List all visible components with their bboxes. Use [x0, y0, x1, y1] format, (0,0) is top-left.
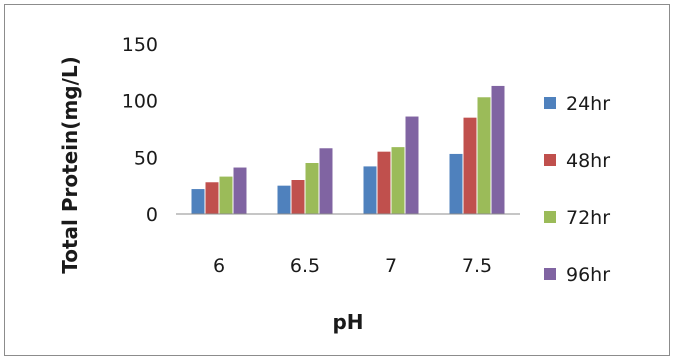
y-tick-label: 50 — [134, 147, 158, 169]
legend-label: 48hr — [566, 150, 610, 172]
x-tick-label: 7 — [385, 255, 397, 277]
legend-swatch-48hr — [544, 154, 556, 166]
legend-swatch-72hr — [544, 211, 556, 223]
bar-24hr-6.5 — [277, 185, 291, 214]
bar-96hr-7.5 — [491, 85, 505, 214]
chart-frame — [4, 4, 670, 356]
bar-24hr-7 — [363, 166, 377, 214]
legend-swatch-24hr — [544, 97, 556, 109]
bar-48hr-6 — [205, 182, 219, 214]
legend-label: 96hr — [566, 264, 610, 286]
bar-24hr-6 — [191, 189, 205, 214]
legend-label: 72hr — [566, 207, 610, 229]
y-tick-label: 100 — [122, 91, 158, 113]
legend: 24hr 48hr 72hr 96hr — [544, 93, 610, 286]
bar-72hr-6.5 — [305, 163, 319, 214]
y-tick-label: 0 — [146, 204, 158, 226]
x-tick-label: 7.5 — [462, 255, 492, 277]
bar-96hr-6.5 — [319, 148, 333, 214]
bar-48hr-7 — [377, 151, 391, 214]
bar-96hr-6 — [233, 167, 247, 214]
plot-area: 0 50 100 150 6 6.5 7 7.5 — [122, 34, 505, 277]
bar-72hr-6 — [219, 176, 233, 214]
legend-label: 24hr — [566, 93, 610, 115]
bar-72hr-7 — [391, 147, 405, 214]
x-tick-label: 6 — [213, 255, 225, 277]
bar-48hr-7.5 — [463, 117, 477, 214]
bar-96hr-7 — [405, 116, 419, 214]
x-axis-title: pH — [332, 310, 363, 334]
y-axis-title: Total Protein(mg/L) — [58, 56, 82, 274]
legend-swatch-96hr — [544, 268, 556, 280]
bar-48hr-6.5 — [291, 180, 305, 214]
bar-72hr-7.5 — [477, 97, 491, 214]
bar-24hr-7.5 — [449, 153, 463, 214]
y-tick-label: 150 — [122, 34, 158, 56]
x-tick-label: 6.5 — [290, 255, 320, 277]
